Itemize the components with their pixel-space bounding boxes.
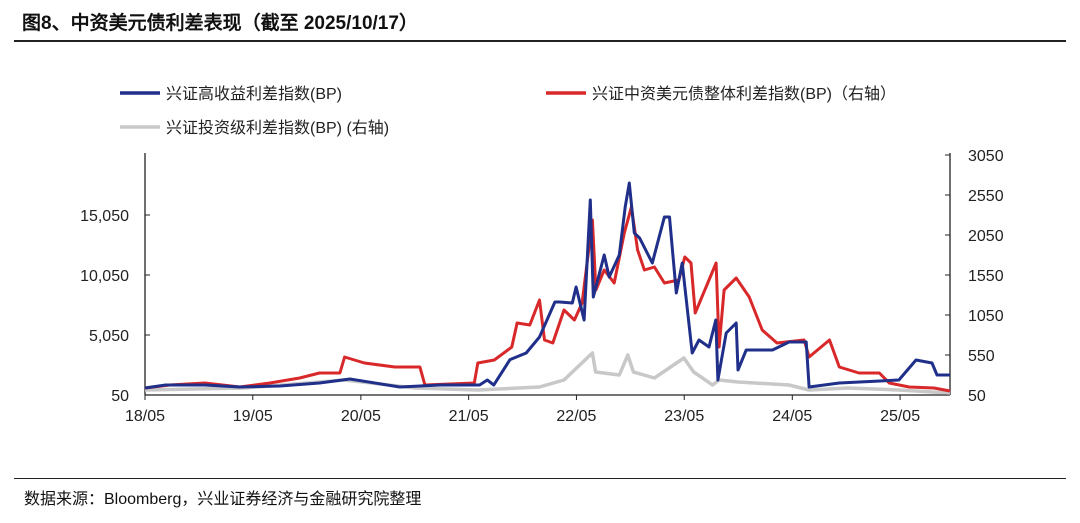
- right-y-tick-label: 1050: [968, 308, 1004, 325]
- left-y-tick-label: 5,050: [89, 328, 129, 345]
- x-tick-label: 19/05: [233, 408, 273, 425]
- legend: 兴证高收益利差指数(BP) 兴证中资美元债整体利差指数(BP)（右轴） 兴证投资…: [120, 85, 896, 137]
- right-y-tick-label: 1550: [968, 268, 1004, 285]
- source-note: 数据来源：Bloomberg，兴业证券经济与金融研究院整理: [24, 491, 422, 508]
- x-tick-label: 18/05: [125, 408, 165, 425]
- x-tick-label: 20/05: [341, 408, 381, 425]
- right-y-tick-label: 2550: [968, 188, 1004, 205]
- left-y-tick-label: 10,050: [80, 268, 129, 285]
- x-tick-label: 23/05: [664, 408, 704, 425]
- right-y-tick-label: 2050: [968, 228, 1004, 245]
- right-y-tick-label: 550: [968, 348, 995, 365]
- title-divider: [14, 40, 1066, 42]
- figure-title: 图8、中资美元债利差表现（截至 2025/10/17）: [22, 13, 418, 34]
- x-tick-label: 21/05: [449, 408, 489, 425]
- legend-label-high-yield: 兴证高收益利差指数(BP): [166, 85, 342, 103]
- legend-label-overall: 兴证中资美元债整体利差指数(BP)（右轴）: [592, 85, 896, 103]
- left-y-tick-label: 15,050: [80, 208, 129, 225]
- high-yield-spread-line: [144, 181, 950, 390]
- right-y-tick-label: 50: [968, 388, 986, 405]
- left-y-tick-label: 50: [111, 388, 129, 405]
- x-tick-label: 25/05: [880, 408, 920, 425]
- footnote-divider: [14, 478, 1066, 479]
- x-tick-label: 24/05: [772, 408, 812, 425]
- right-y-tick-label: 3050: [968, 148, 1004, 165]
- overall-spread-line: [144, 205, 951, 393]
- investment-grade-spread-line: [144, 351, 951, 395]
- x-tick-label: 22/05: [556, 408, 596, 425]
- legend-label-investment-grade: 兴证投资级利差指数(BP) (右轴): [166, 119, 389, 137]
